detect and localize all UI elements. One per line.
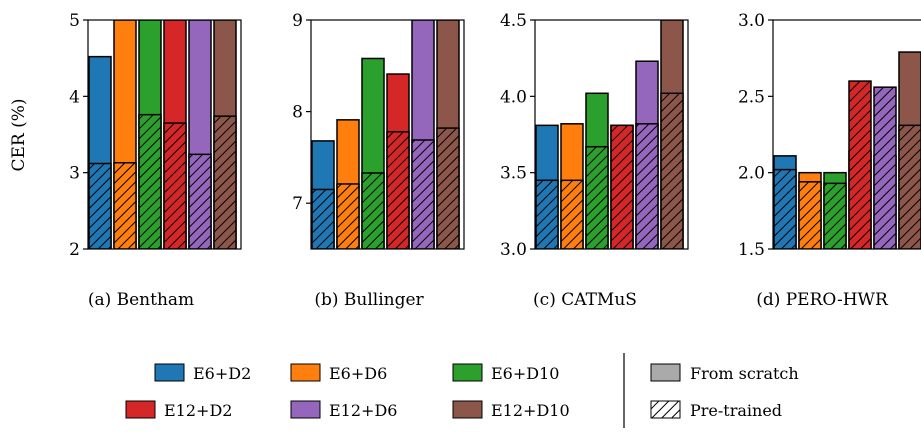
bar-bullinger-e6-d2-pretrained [311, 188, 335, 249]
panel-pero-hwr: 1.5 2.0 2.5 3.0 [738, 11, 921, 260]
y-tick-label-catmus-1: 3.5 [500, 164, 527, 184]
axes-frame-bullinger [310, 19, 465, 250]
y-tick-label-bentham-2: 4 [69, 87, 80, 107]
y-tick-label-bullinger-1: 8 [292, 103, 303, 123]
bar-bullinger-e12-d2-pretrained [386, 131, 410, 249]
y-tick-label-bentham-3: 5 [69, 11, 80, 31]
legend-swatch-pretrained-hatch [650, 400, 681, 419]
y-tick-label-pero-hwr-2: 2.5 [738, 87, 765, 107]
bar-bentham-e6-d2-pretrained [88, 162, 112, 249]
bar-bullinger-e6-d10-pretrained [361, 172, 385, 249]
legend-label-e6-d2: E6+D2 [193, 364, 251, 383]
legend-swatch-e12-d6 [290, 400, 321, 419]
axes-frame-pero-hwr [772, 19, 921, 250]
y-tick-label-bullinger-2: 9 [292, 11, 303, 31]
bar-bentham-e12-d2-pretrained [163, 122, 187, 249]
y-tick-label-bullinger-0: 7 [292, 194, 303, 214]
bar-catmus-e12-d10-pretrained [660, 92, 684, 249]
y-tick-label-pero-hwr-0: 1.5 [738, 240, 765, 260]
legend-label-e6-d10: E6+D10 [491, 364, 559, 383]
axes-frame-bentham [87, 19, 242, 250]
y-tick-label-bentham-0: 2 [69, 240, 80, 260]
legend-swatch-e12-d2 [125, 400, 156, 419]
axes-frame-catmus [534, 19, 689, 250]
bar-bentham-e12-d10-pretrained [213, 115, 237, 249]
legend-label-pretrained: Pre-trained [690, 401, 782, 420]
legend-swatch-e12-d10 [452, 400, 483, 419]
legend-label-e6-d6: E6+D6 [329, 364, 387, 383]
caption-pero-hwr: (d) PERO-HWR [756, 290, 889, 310]
y-tick-label-bentham-1: 3 [69, 164, 80, 184]
legend-label-from-scratch: From scratch [690, 364, 799, 383]
bar-pero-hwr-e12-d2-pretrained [848, 80, 872, 249]
y-tick-label-pero-hwr-1: 2.0 [738, 164, 765, 184]
y-tick-label-catmus-0: 3.0 [500, 240, 527, 260]
bar-catmus-e12-d6-pretrained [635, 123, 659, 249]
bar-bullinger-e12-d10-pretrained [436, 127, 460, 249]
bar-bentham-e12-d6-pretrained [188, 153, 212, 249]
panel-bentham: 2 3 4 5 [69, 11, 242, 260]
caption-bentham: (a) Bentham [88, 290, 194, 310]
y-tick-label-catmus-2: 4.0 [500, 87, 527, 107]
legend-label-e12-d2: E12+D2 [164, 401, 232, 420]
bar-catmus-e12-d2-pretrained [610, 124, 634, 249]
bar-bentham-e6-d6-pretrained [113, 161, 137, 249]
legend-swatch-e6-d2 [154, 363, 185, 382]
bar-bullinger-e12-d6-pretrained [411, 139, 435, 249]
y-axis-label: CER (%) [9, 98, 29, 171]
bar-pero-hwr-e6-d2-pretrained [773, 168, 797, 249]
caption-catmus: (c) CATMuS [533, 290, 637, 310]
bar-bullinger-e6-d6-pretrained [336, 183, 360, 249]
bar-catmus-e6-d6-pretrained [560, 179, 584, 249]
bar-catmus-e6-d2-pretrained [535, 179, 559, 249]
legend-swatch-e6-d10 [452, 363, 483, 382]
legend-label-e12-d10: E12+D10 [491, 401, 570, 420]
legend-label-e12-d6: E12+D6 [329, 401, 397, 420]
bar-pero-hwr-e12-d10-pretrained [898, 124, 921, 249]
y-tick-label-pero-hwr-3: 3.0 [738, 11, 765, 31]
panel-catmus: 3.0 3.5 4.0 4.5 [500, 11, 689, 260]
bar-catmus-e6-d10-pretrained [585, 145, 609, 249]
y-tick-label-catmus-3: 4.5 [500, 11, 527, 31]
legend-swatch-from-scratch [650, 363, 681, 382]
panel-bullinger: 7 8 9 [292, 11, 465, 250]
bar-bentham-e6-d10-pretrained [138, 113, 162, 249]
legend: E6+D2 E6+D6 E6+D10 E12+D2 E12+D6 E12+D10… [125, 353, 799, 428]
bar-pero-hwr-e6-d6-pretrained [798, 181, 822, 249]
bar-pero-hwr-e6-d10-pretrained [823, 182, 847, 249]
caption-bullinger: (b) Bullinger [314, 290, 424, 310]
bar-pero-hwr-e12-d6-pretrained [873, 86, 897, 249]
legend-swatch-e6-d6 [290, 363, 321, 382]
